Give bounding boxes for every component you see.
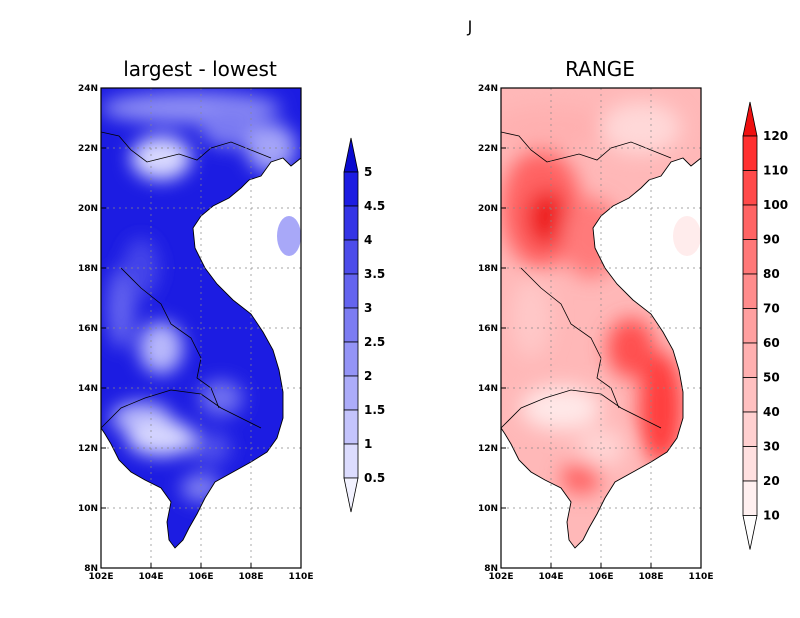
right-x-tick-label: 104E (539, 572, 564, 582)
right-colorbar-box (742, 411, 758, 447)
left-y-tick-label: 12N (78, 444, 98, 454)
right-map-panel: RANGE (478, 57, 788, 582)
left-colorbar-label: 3 (364, 301, 372, 315)
right-y-tick-label: 22N (478, 144, 498, 154)
left-colorbar-box (343, 443, 359, 479)
right-colorbar-box (742, 273, 758, 309)
left-x-tick-label: 104E (139, 572, 164, 582)
left-y-tick-label: 20N (78, 204, 98, 214)
right-y-tick-label: 16N (478, 324, 498, 334)
left-colorbar-label: 1 (364, 437, 372, 451)
right-colorbar-box (742, 135, 758, 171)
left-y-tick-label: 24N (78, 84, 98, 94)
right-x-tick-label: 108E (639, 572, 664, 582)
right-y-tick-label: 24N (478, 84, 498, 94)
left-coastline (100, 87, 302, 549)
right-colorbar-bottom-cap (742, 515, 758, 550)
left-colorbar-label: 0.5 (364, 471, 385, 485)
left-y-tick-label: 8N (84, 564, 98, 574)
left-colorbar-box (343, 307, 359, 343)
right-colorbar-box (742, 239, 758, 275)
left-x-tick-label: 102E (89, 572, 114, 582)
right-colorbar-box (742, 170, 758, 206)
left-colorbar-box (343, 171, 359, 207)
right-colorbar: 120 110 100 90 80 70 60 50 40 30 20 10 (742, 101, 788, 550)
left-colorbar-box (343, 375, 359, 411)
right-colorbar-box (742, 446, 758, 482)
left-colorbar-box (343, 239, 359, 275)
left-axis-ticks: 102E 104E 106E 108E 110E 8N 10N 12N 14N 16N 18N 20N… (78, 84, 314, 582)
right-colorbar-top-cap (742, 101, 758, 137)
left-colorbar-box (343, 409, 359, 445)
right-colorbar-label: 70 (763, 302, 780, 316)
right-colorbar-label: 30 (763, 440, 780, 454)
left-island-patch (277, 216, 301, 256)
left-panel-title: largest - lowest (123, 57, 277, 81)
figure-title: J (467, 17, 473, 36)
left-colorbar-box (343, 273, 359, 309)
left-colorbar-box (343, 205, 359, 241)
right-colorbar-box (742, 480, 758, 516)
right-colorbar-box (742, 377, 758, 413)
left-y-tick-label: 10N (78, 504, 98, 514)
right-y-tick-label: 14N (478, 384, 498, 394)
right-x-tick-label: 106E (589, 572, 614, 582)
right-borders (500, 131, 672, 429)
left-x-tick-label: 106E (189, 572, 214, 582)
right-colorbar-box (742, 308, 758, 344)
right-colorbar-label: 40 (763, 405, 780, 419)
left-colorbar-label: 2 (364, 369, 372, 383)
left-colorbar-label: 2.5 (364, 335, 385, 349)
left-colorbar-label: 3.5 (364, 267, 385, 281)
left-y-tick-label: 14N (78, 384, 98, 394)
right-y-tick-label: 12N (478, 444, 498, 454)
left-colorbar-box (343, 341, 359, 377)
left-colorbar-label: 4.5 (364, 199, 385, 213)
right-colorbar-label: 80 (763, 267, 780, 281)
right-colorbar-label: 120 (763, 129, 788, 143)
right-island-patch (673, 216, 701, 256)
left-colorbar-top-cap (343, 137, 359, 173)
right-colorbar-label: 10 (763, 509, 780, 523)
right-y-tick-label: 8N (484, 564, 498, 574)
right-colorbar-label: 60 (763, 336, 780, 350)
right-coastline (500, 87, 702, 549)
left-x-tick-label: 108E (239, 572, 264, 582)
right-y-tick-label: 10N (478, 504, 498, 514)
right-colorbar-label: 100 (763, 198, 788, 212)
left-borders (100, 131, 272, 429)
right-y-tick-label: 20N (478, 204, 498, 214)
right-axis-ticks: 102E 104E 106E 108E 110E 8N 10N 12N 14N 16N 18N 20N… (478, 84, 714, 582)
right-colorbar-label: 90 (763, 233, 780, 247)
right-panel-title: RANGE (565, 57, 635, 81)
left-grid (101, 88, 301, 568)
left-y-tick-label: 16N (78, 324, 98, 334)
left-colorbar-label: 4 (364, 233, 372, 247)
right-x-tick-label: 110E (689, 572, 714, 582)
left-colorbar-label: 5 (364, 165, 372, 179)
left-colorbar-bottom-cap (343, 477, 359, 513)
left-y-tick-label: 22N (78, 144, 98, 154)
left-y-tick-label: 18N (78, 264, 98, 274)
right-y-tick-label: 18N (478, 264, 498, 274)
right-colorbar-label: 20 (763, 474, 780, 488)
left-map-panel: largest - lowest (78, 57, 385, 582)
right-colorbar-label: 110 (763, 164, 788, 178)
right-colorbar-box (742, 204, 758, 240)
right-grid (501, 88, 701, 568)
left-colorbar-label: 1.5 (364, 403, 385, 417)
left-x-tick-label: 110E (289, 572, 314, 582)
right-x-tick-label: 102E (489, 572, 514, 582)
left-colorbar: 5 4.5 4 3.5 3 2.5 2 1.5 1 0.5 (343, 137, 385, 513)
right-colorbar-label: 50 (763, 371, 780, 385)
right-colorbar-box (742, 342, 758, 378)
